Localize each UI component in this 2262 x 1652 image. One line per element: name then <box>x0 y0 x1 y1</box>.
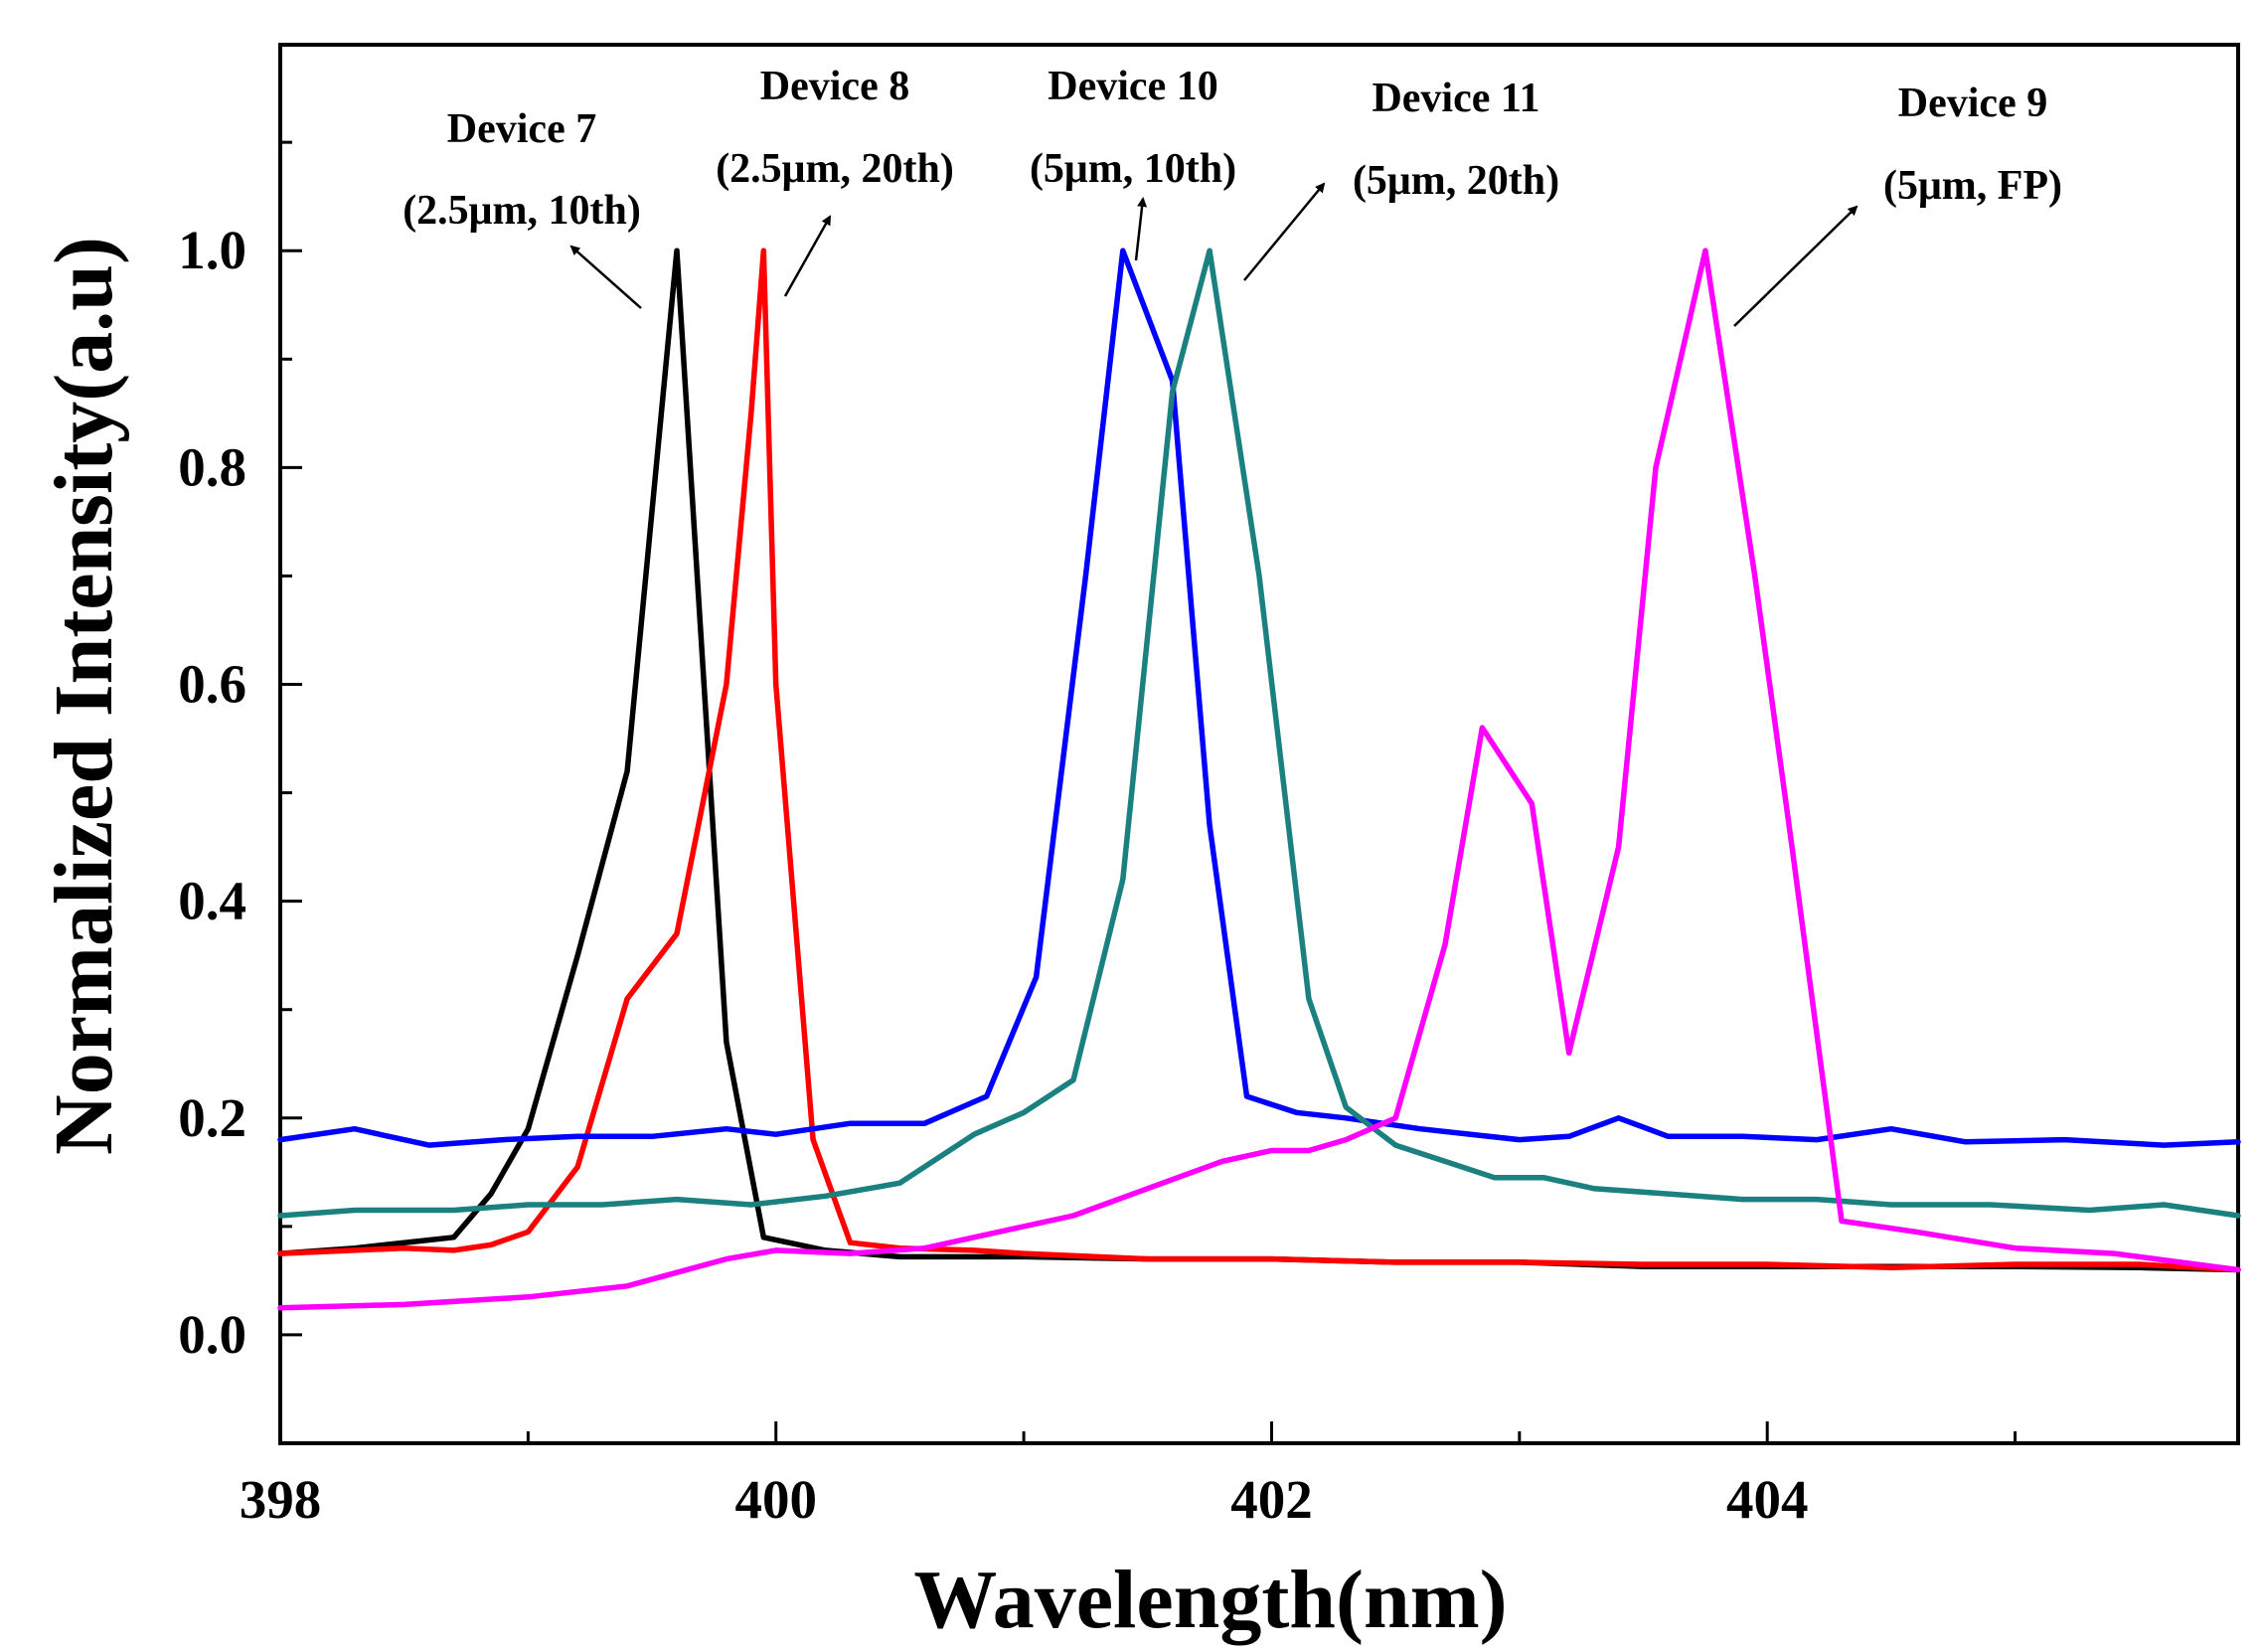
annotation-device-7: Device 7 (2.5μm, 10th) <box>403 106 642 309</box>
plot-frame <box>278 43 2240 1445</box>
annotation-device-10: Device 10 (5μm, 10th) <box>1030 64 1236 261</box>
annotation-device-8-arrow <box>783 215 832 297</box>
x-tick-label: 400 <box>734 1469 817 1530</box>
y-tick-label: 0.8 <box>178 436 246 497</box>
annotation-device-11-arrow <box>1243 182 1326 281</box>
annotation-device-11-detail: (5μm, 20th) <box>1353 158 1559 204</box>
annotation-device-7-arrow <box>569 245 642 309</box>
annotation-device-8: Device 8 (2.5μm, 20th) <box>716 64 954 297</box>
annotation-device-10-arrow <box>1134 197 1148 261</box>
annotation-device-8-detail: (2.5μm, 20th) <box>716 146 954 192</box>
ticks-layer: 398 400 402 404 0.0 0.2 0.4 0.6 0.8 1.0 <box>178 140 2018 1530</box>
annotation-device-9: Device 9 (5μm, FP) <box>1733 81 2062 327</box>
annotation-device-7-detail: (2.5μm, 10th) <box>403 188 641 234</box>
y-tick-label: 1.0 <box>178 220 246 280</box>
x-tick-label: 402 <box>1230 1469 1313 1530</box>
annotation-device-9-arrow <box>1733 205 1858 327</box>
annotation-device-11-name: Device 11 <box>1372 76 1539 121</box>
series-line-2 <box>277 248 2241 1273</box>
x-tick-label: 398 <box>240 1469 322 1530</box>
annotation-device-9-name: Device 9 <box>1898 81 2047 126</box>
series-line-4 <box>277 248 2241 1219</box>
annotation-device-11: Device 11 (5μm, 20th) <box>1243 76 1559 281</box>
series-line-5 <box>277 248 2241 1311</box>
annotation-device-9-detail: (5μm, FP) <box>1883 163 2062 209</box>
y-tick-label: 0.6 <box>178 654 246 715</box>
series-line-1 <box>277 248 2241 1273</box>
annotation-device-10-detail: (5μm, 10th) <box>1030 146 1236 192</box>
y-axis-title: Normalized Intensity(a.u) <box>38 237 130 1155</box>
series-layer <box>277 248 2241 1311</box>
annotation-device-8-name: Device 8 <box>760 64 909 109</box>
y-tick-label: 0.2 <box>178 1087 246 1148</box>
annotation-device-7-name: Device 7 <box>447 106 596 152</box>
y-tick-label: 0.4 <box>178 871 246 931</box>
annotation-device-10-name: Device 10 <box>1048 64 1217 109</box>
series-line-3 <box>277 248 2241 1148</box>
y-tick-label: 0.0 <box>178 1304 246 1365</box>
x-tick-label: 404 <box>1726 1469 1809 1530</box>
x-axis-title: Wavelength(nm) <box>913 1554 1507 1646</box>
